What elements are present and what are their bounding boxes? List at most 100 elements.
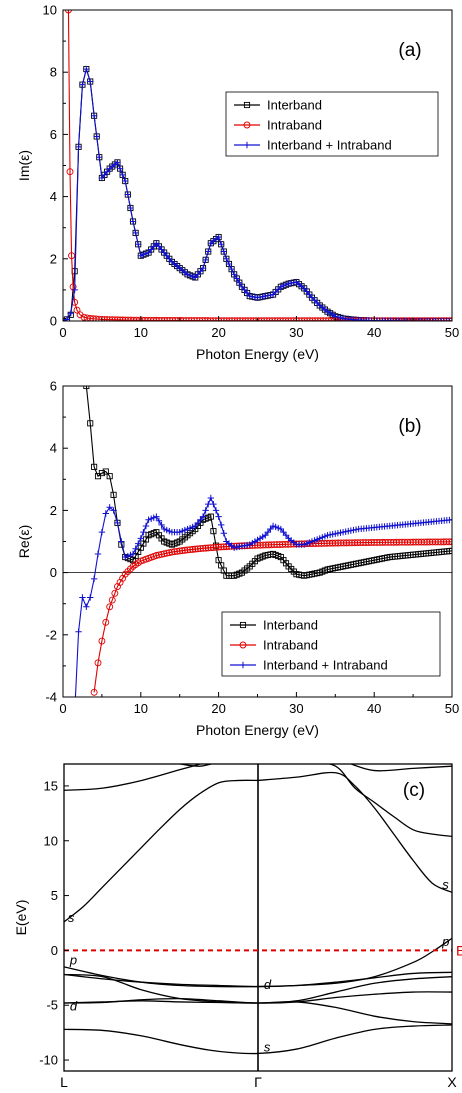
data-point: [93, 133, 100, 140]
data-point: [171, 317, 179, 321]
data-point: [63, 316, 71, 321]
data-point: [132, 229, 139, 237]
fermi-level-label: E: [456, 942, 462, 958]
y-tick-label: 2: [50, 503, 57, 518]
legend-marker: [239, 641, 247, 649]
y-tick-label: 8: [50, 65, 57, 80]
data-point: [207, 513, 214, 520]
data-point: [210, 528, 217, 535]
legend-marker: [239, 621, 247, 629]
plot-frame: [63, 763, 453, 1072]
data-point: [98, 315, 106, 321]
data-point: [66, 168, 74, 176]
x-tick-label: 10: [134, 701, 148, 716]
data-point: [127, 204, 134, 212]
data-point: [426, 317, 433, 321]
data-point: [94, 550, 102, 558]
panel-label: (c): [403, 780, 425, 801]
data-point: [163, 549, 171, 557]
data-point: [119, 171, 126, 179]
data-point: [163, 316, 171, 321]
data-point: [418, 317, 425, 321]
data-point: [83, 603, 90, 611]
data-point: [87, 78, 94, 85]
data-point: [90, 688, 98, 696]
data-point: [223, 255, 230, 262]
y-tick-label: 10: [44, 833, 58, 848]
data-point: [90, 112, 98, 119]
data-point: [205, 248, 212, 255]
panel-b-real-permittivity: 0 10 20 30 40 50 -4 -2 0 2 4 6 Photon Energy (eV) Re(…: [16, 379, 459, 739]
data-point: [437, 317, 445, 321]
panel-c-band-structure: -10 -5 0 5 10 15 L Γ X E(eV) (c) Es p d d s s p: [13, 763, 462, 1090]
data-point: [165, 549, 173, 557]
data-point: [199, 513, 207, 520]
y-tick-label: -10: [39, 1053, 58, 1068]
data-point: [228, 265, 235, 273]
y-tick-label: 4: [50, 441, 57, 456]
data-point: [108, 316, 116, 321]
orbital-annotation-2: p: [69, 953, 77, 968]
data-point: [64, 10, 72, 14]
data-point: [215, 513, 222, 520]
data-point: [111, 316, 119, 321]
data-point: [106, 603, 114, 611]
data-point: [106, 504, 113, 511]
k-point-label-1: L: [60, 1074, 68, 1090]
x-tick-label: 50: [445, 701, 459, 716]
data-point: [217, 241, 225, 248]
data-point: [116, 316, 124, 321]
y-tick-label: -4: [45, 690, 57, 705]
x-tick-label: 10: [134, 325, 148, 340]
y-tick-label: 0: [50, 565, 57, 580]
legend-marker: [239, 661, 247, 669]
data-point: [68, 252, 76, 260]
y-axis-label: Re(ε): [16, 525, 32, 558]
data-point: [72, 693, 79, 697]
k-point-label-3: X: [447, 1074, 457, 1090]
data-point: [114, 316, 121, 321]
data-point: [220, 530, 227, 537]
band-9: [64, 764, 202, 791]
x-tick-label: 20: [211, 701, 225, 716]
data-point: [158, 316, 166, 321]
data-point: [448, 516, 452, 523]
y-tick-label: 5: [51, 888, 58, 903]
legend-box: [221, 611, 441, 677]
data-point: [184, 546, 191, 554]
data-point: [102, 510, 109, 517]
data-point: [87, 594, 94, 601]
data-point: [71, 286, 78, 294]
data-point: [80, 313, 88, 321]
data-point: [168, 548, 176, 556]
legend-entry-interband: Interband: [263, 618, 318, 633]
y-tick-label: 10: [43, 3, 57, 18]
data-point: [71, 298, 79, 306]
data-point: [204, 544, 212, 552]
x-tick-label: 0: [59, 701, 66, 716]
y-tick-label: 4: [50, 189, 57, 204]
y-tick-label: 2: [50, 251, 57, 266]
data-point: [209, 544, 217, 551]
legend-marker: [243, 101, 251, 109]
data-point: [194, 545, 202, 553]
data-point: [166, 316, 174, 321]
data-point: [122, 177, 129, 185]
data-point: [102, 618, 110, 626]
data-point: [94, 473, 102, 480]
data-point: [75, 143, 82, 151]
data-point: [202, 256, 209, 264]
data-point: [230, 271, 238, 278]
y-tick-label: -5: [46, 998, 58, 1013]
data-point: [102, 468, 109, 475]
series-interband-intraband: [63, 65, 452, 321]
legend-entry-interband-intraband: Interband + Intraband: [267, 138, 392, 153]
legend: Interband Intraband Interband + Intraband: [221, 611, 441, 677]
y-axis-label: Im(ε): [16, 150, 32, 181]
x-tick-label: 40: [367, 325, 381, 340]
data-point: [432, 317, 439, 321]
data-point: [443, 317, 450, 321]
x-tick-label: 30: [289, 701, 303, 716]
data-point: [103, 316, 111, 321]
data-point: [158, 521, 165, 529]
